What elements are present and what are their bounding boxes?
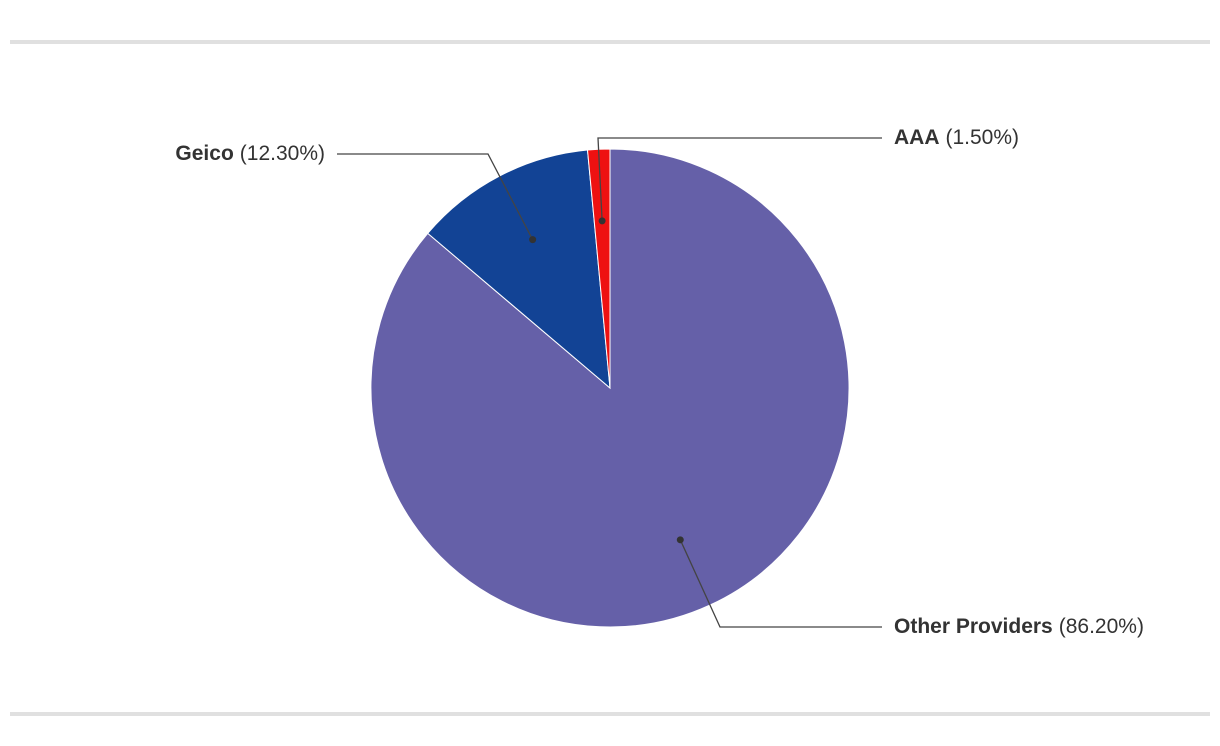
slice-label: Other Providers (86.20%) [894,615,1144,638]
leader-dot [676,536,684,544]
top-rule [10,40,1210,44]
slice-value: (12.30%) [240,142,325,165]
leader-line [679,539,882,628]
leader-dot [529,236,537,244]
leader-line [337,153,534,240]
slice-label: Geico (12.30%) [175,142,325,165]
slice-label: AAA (1.50%) [894,126,1019,149]
slice-value: (1.50%) [946,126,1020,149]
slice-name: AAA [894,126,940,149]
bottom-rule [10,712,1210,716]
slice-name: Other Providers [894,615,1053,638]
leader-dot [598,217,606,225]
slice-value: (86.20%) [1059,615,1144,638]
slice-name: Geico [175,142,233,165]
leader-line [597,137,882,221]
